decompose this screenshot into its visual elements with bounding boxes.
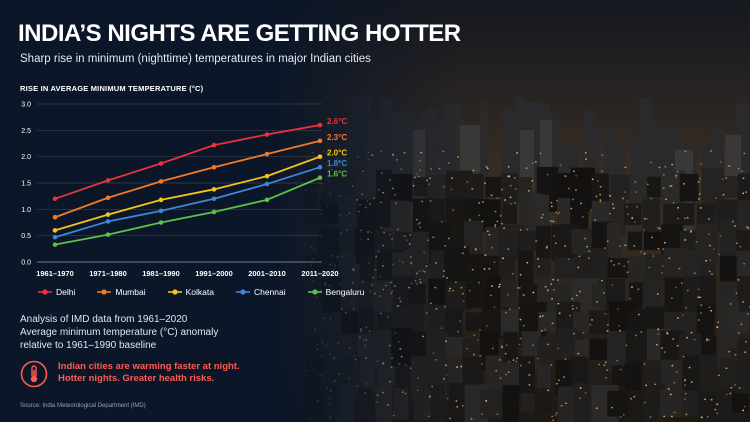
- analysis-note: Analysis of IMD data from 1961–2020 Aver…: [20, 313, 218, 352]
- page-title: INDIA’S NIGHTS ARE GETTING HOTTER: [18, 20, 461, 47]
- data-point: [317, 175, 323, 181]
- insight-callout: Indian cities are warming faster at nigh…: [58, 361, 240, 385]
- page-subtitle: Sharp rise in minimum (nighttime) temper…: [20, 53, 371, 65]
- data-point: [264, 151, 270, 157]
- series-line-kolkata: [54, 155, 321, 232]
- data-point: [105, 232, 111, 237]
- data-point: [211, 187, 217, 192]
- legend-swatch: [38, 289, 52, 295]
- note-line: Analysis of IMD data from 1961–2020: [20, 314, 188, 325]
- y-tick-label: 0.0: [21, 260, 31, 267]
- data-point: [158, 161, 164, 166]
- series-line-delhi: [54, 124, 321, 200]
- data-point: [211, 164, 217, 170]
- data-point: [105, 212, 111, 217]
- end-value-label: 1.6°C: [327, 170, 347, 179]
- x-tick-label: 1971–1980: [89, 269, 127, 278]
- y-tick-label: 0.5: [21, 233, 31, 240]
- end-value-label: 2.3°C: [327, 133, 347, 142]
- legend-label: Kolkata: [185, 287, 214, 297]
- data-point: [105, 178, 111, 183]
- data-point: [264, 132, 270, 137]
- legend-label: Mumbai: [115, 287, 146, 297]
- data-point: [211, 142, 217, 148]
- x-tick-label: 2001–2010: [248, 269, 286, 278]
- series-line-bengaluru: [54, 176, 321, 246]
- insight-line: Indian cities are warming faster at nigh…: [58, 361, 240, 372]
- data-point: [317, 122, 323, 128]
- legend-swatch: [235, 289, 250, 295]
- y-tick-label: 2.0: [21, 154, 31, 161]
- data-point: [264, 197, 270, 203]
- end-value-label: 2.6°C: [327, 117, 347, 126]
- legend-item: Chennai: [235, 287, 286, 297]
- y-tick-label: 1.5: [21, 181, 31, 188]
- series-line-mumbai: [54, 139, 321, 219]
- legend-label: Chennai: [253, 287, 286, 297]
- data-point: [105, 219, 111, 224]
- data-point: [52, 228, 58, 233]
- x-tick-label: 1961–1970: [36, 269, 74, 278]
- data-point: [52, 214, 58, 220]
- thermometer-icon: [20, 360, 48, 388]
- x-tick-label: 1991–2000: [195, 269, 233, 278]
- legend-label: Delhi: [56, 287, 76, 297]
- y-axis-label: RISE IN AVERAGE MINIMUM TEMPERATURE (°C): [20, 84, 204, 93]
- end-value-label: 1.8°C: [327, 159, 347, 168]
- data-point: [264, 181, 270, 187]
- legend-item: Mumbai: [97, 287, 146, 297]
- legend-item: Delhi: [38, 287, 75, 297]
- x-tick-label: 2011–2020: [301, 269, 338, 278]
- data-point: [52, 196, 58, 202]
- note-line: relative to 1961–1990 baseline: [20, 340, 157, 351]
- legend-swatch: [97, 289, 112, 295]
- data-point: [158, 220, 164, 225]
- legend-swatch: [167, 289, 182, 295]
- data-point: [317, 164, 323, 170]
- y-tick-label: 1.0: [21, 207, 31, 214]
- series-line-chennai: [54, 166, 321, 239]
- y-tick-label: 2.5: [21, 128, 31, 135]
- data-point: [52, 242, 58, 247]
- legend-swatch: [307, 289, 322, 295]
- insight-line: Hotter nights. Greater health risks.: [58, 373, 215, 384]
- y-tick-label: 3.0: [21, 102, 31, 109]
- line-chart: 0.0 0.5 1.0 1.5 2.0 2.5 3.0 1961–1970 1971–1980 1…: [21, 102, 347, 279]
- legend-label: Bengaluru: [325, 287, 365, 297]
- data-point: [105, 195, 111, 201]
- data-point: [211, 196, 217, 202]
- end-value-label: 2.0°C: [327, 149, 347, 158]
- chart-legend: Delhi Mumbai Kolkata Chennai Bengaluru: [38, 287, 364, 297]
- data-point: [158, 197, 164, 203]
- data-point: [158, 208, 164, 214]
- x-tick-label: 1981–1990: [142, 269, 180, 278]
- note-line: Average minimum temperature (°C) anomaly: [20, 327, 219, 338]
- data-point: [158, 179, 164, 184]
- data-point: [317, 138, 323, 144]
- data-point: [264, 173, 270, 179]
- legend-item: Bengaluru: [307, 287, 365, 297]
- data-point: [211, 209, 217, 215]
- data-point: [52, 234, 58, 240]
- data-point: [317, 154, 323, 159]
- source-credit: Source: India Meteorological Department …: [20, 403, 146, 409]
- legend-item: Kolkata: [167, 287, 214, 297]
